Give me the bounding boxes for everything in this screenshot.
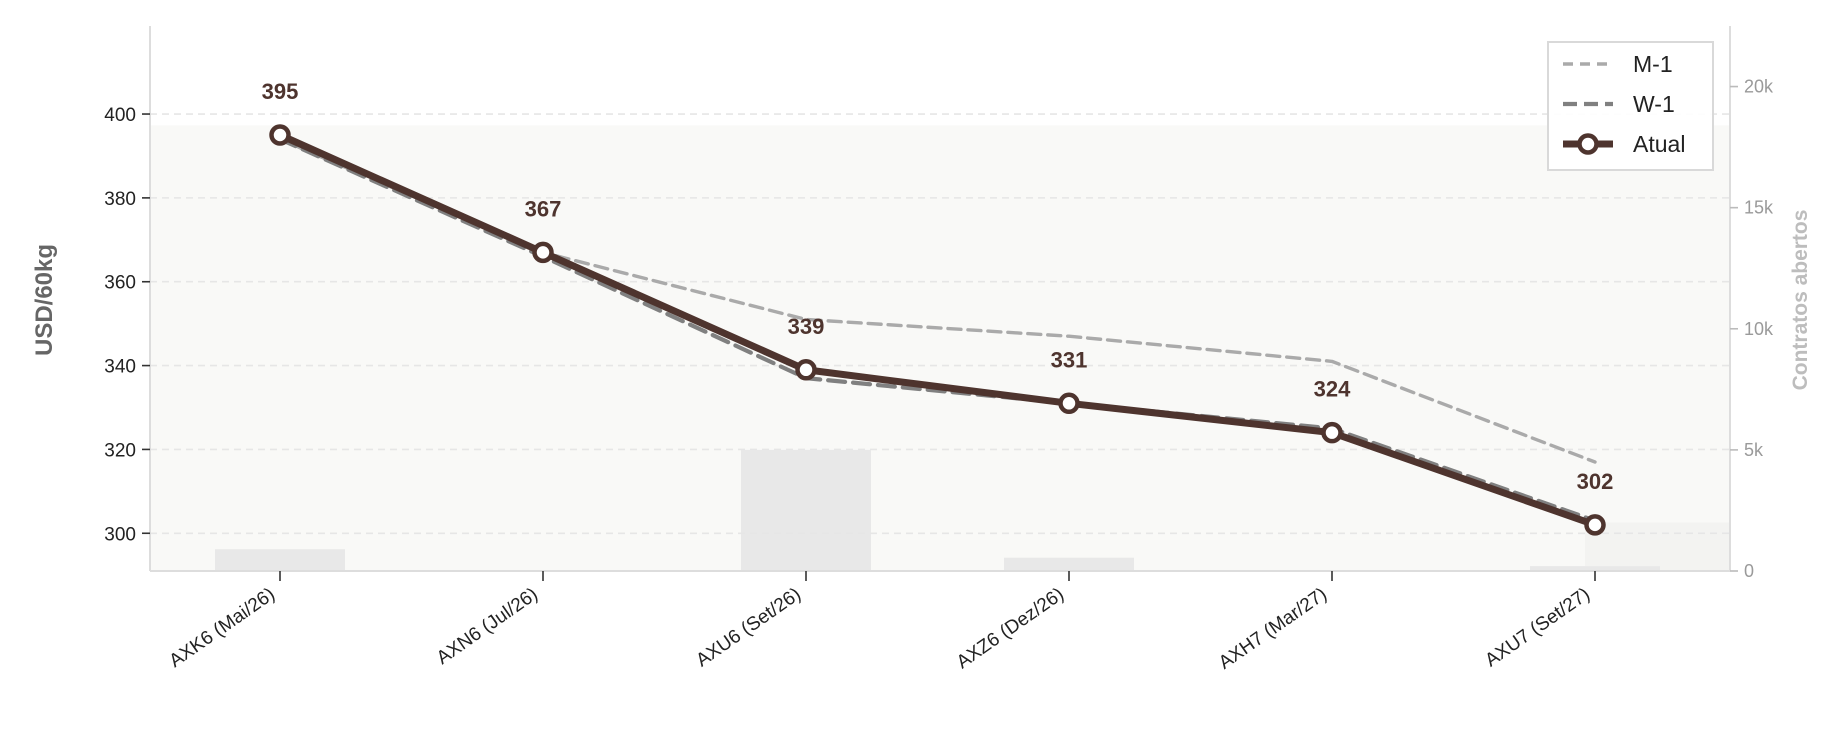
open-interest-bar (1004, 557, 1134, 571)
x-tick-label: AXN6 (Jul/26) (433, 584, 542, 669)
y2-tick-label: 20k (1744, 77, 1774, 97)
data-label-atual: 302 (1577, 469, 1614, 494)
y-tick-label: 300 (104, 524, 136, 545)
data-point-atual (1058, 392, 1080, 415)
y-tick-label: 320 (104, 440, 136, 461)
y2-tick-label: 0 (1744, 561, 1754, 581)
y-tick-label: 400 (104, 105, 136, 126)
legend-marker-atual (1577, 133, 1599, 155)
open-interest-bar (741, 449, 871, 571)
open-interest-area (150, 125, 1730, 572)
open-interest-bar (1530, 566, 1660, 571)
y2-tick-label: 15k (1744, 198, 1774, 218)
y2-tick-label: 5k (1744, 440, 1764, 460)
data-label-atual: 367 (525, 196, 562, 221)
legend-label-atual: Atual (1633, 131, 1685, 157)
x-tick-label: AXH7 (Mar/27) (1215, 584, 1331, 674)
x-tick-label: AXU6 (Set/26) (692, 584, 804, 671)
data-label-atual: 339 (788, 314, 825, 339)
data-point-atual (795, 359, 817, 381)
x-tick-label: AXZ6 (Dez/26) (953, 584, 1068, 673)
y2-axis-title: Contratos abertos (1789, 210, 1812, 391)
y-tick-label: 380 (104, 189, 136, 210)
x-tick-label: AXU7 (Set/27) (1481, 584, 1593, 671)
data-point-atual (269, 124, 291, 146)
y2-tick-label: 10k (1744, 319, 1774, 339)
x-tick-label: AXK6 (Mai/26) (166, 584, 279, 672)
y-tick-label: 360 (104, 273, 136, 294)
legend-label-w-1: W-1 (1633, 91, 1675, 117)
y-axis-title: USD/60kg (31, 244, 58, 356)
data-label-atual: 331 (1051, 347, 1088, 372)
open-interest-area-tail (1585, 522, 1730, 571)
data-point-atual (532, 241, 554, 264)
data-point-atual (1321, 421, 1343, 444)
data-point-atual (1584, 514, 1606, 536)
legend-label-m-1: M-1 (1633, 51, 1673, 77)
series-line-atual (276, 131, 1599, 529)
y-tick-label: 340 (104, 357, 136, 378)
data-label-atual: 324 (1314, 377, 1351, 402)
open-interest-bar (215, 549, 345, 571)
data-label-atual: 395 (262, 79, 299, 104)
legend: M-1 W-1 Atual (1547, 41, 1714, 171)
series-line-w-1 (277, 137, 1598, 523)
